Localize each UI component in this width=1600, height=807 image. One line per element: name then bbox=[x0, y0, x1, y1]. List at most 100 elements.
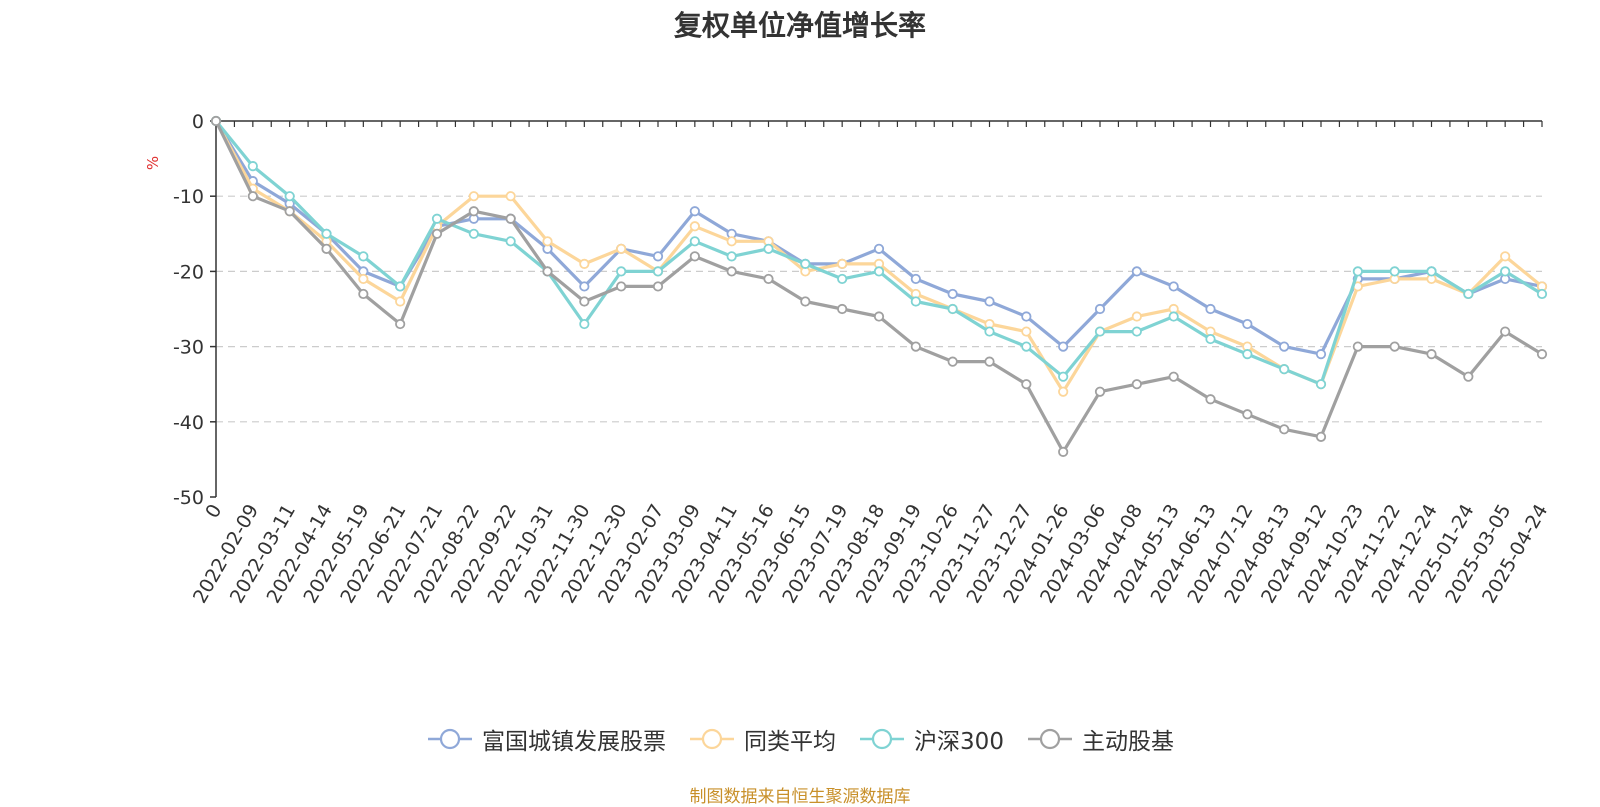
data-point bbox=[800, 258, 811, 269]
data-point bbox=[505, 191, 516, 202]
data-point bbox=[542, 236, 553, 247]
data-point bbox=[616, 243, 627, 254]
legend-marker-circle bbox=[439, 728, 461, 750]
data-point bbox=[689, 206, 700, 217]
data-point bbox=[1389, 266, 1400, 277]
data-point bbox=[1500, 266, 1511, 277]
y-tick-label: -30 bbox=[173, 337, 204, 359]
data-point bbox=[321, 243, 332, 254]
data-point bbox=[395, 318, 406, 330]
data-point bbox=[763, 243, 774, 254]
data-point bbox=[1058, 446, 1069, 457]
data-point bbox=[910, 296, 921, 307]
data-point bbox=[947, 356, 958, 367]
data-point bbox=[1315, 431, 1327, 442]
data-point bbox=[1242, 318, 1253, 330]
legend-marker-circle bbox=[871, 728, 893, 750]
data-point bbox=[579, 281, 590, 292]
data-point bbox=[1389, 341, 1400, 352]
data-point bbox=[616, 266, 627, 277]
data-point bbox=[726, 266, 737, 277]
data-point bbox=[1094, 326, 1106, 337]
data-point bbox=[247, 191, 258, 202]
data-point bbox=[579, 318, 590, 330]
data-point bbox=[1500, 251, 1511, 262]
data-point bbox=[726, 236, 737, 247]
data-point bbox=[1279, 341, 1290, 352]
data-point bbox=[358, 273, 369, 285]
data-point bbox=[1352, 341, 1363, 352]
data-point bbox=[579, 258, 590, 269]
y-tick-label: -40 bbox=[173, 412, 204, 434]
data-point bbox=[1131, 266, 1142, 277]
data-point bbox=[395, 281, 406, 292]
data-point bbox=[358, 288, 369, 300]
data-point bbox=[1021, 311, 1032, 322]
data-point bbox=[984, 296, 995, 307]
y-tick-label: 0 bbox=[192, 111, 204, 133]
data-point bbox=[1021, 341, 1032, 352]
data-point bbox=[505, 213, 516, 224]
legend-item-3[interactable]: 主动股基 bbox=[1026, 722, 1174, 756]
data-point bbox=[763, 273, 774, 285]
data-point bbox=[689, 251, 700, 262]
data-point bbox=[1426, 266, 1437, 277]
data-point bbox=[1463, 288, 1474, 300]
legend-item-0[interactable]: 富国城镇发展股票 bbox=[426, 722, 666, 756]
data-point bbox=[873, 266, 885, 277]
legend-label: 沪深300 bbox=[914, 729, 1004, 755]
data-point bbox=[210, 115, 222, 127]
series-line bbox=[214, 119, 1544, 454]
data-point bbox=[1058, 341, 1069, 352]
data-point bbox=[984, 326, 995, 337]
data-point bbox=[1131, 311, 1142, 322]
data-point bbox=[284, 206, 295, 217]
x-tick-label: 0 bbox=[201, 501, 226, 522]
data-point bbox=[505, 236, 516, 247]
data-point bbox=[358, 251, 369, 262]
data-point bbox=[1242, 409, 1253, 420]
data-point bbox=[652, 281, 664, 292]
data-point bbox=[1094, 303, 1106, 315]
data-point bbox=[1205, 333, 1216, 345]
data-point bbox=[1463, 371, 1474, 382]
legend-label: 主动股基 bbox=[1081, 729, 1174, 755]
data-point bbox=[837, 303, 848, 315]
y-tick-label: -50 bbox=[173, 487, 204, 509]
data-point bbox=[1242, 349, 1253, 360]
data-point bbox=[321, 228, 332, 239]
data-point bbox=[468, 228, 479, 239]
data-point bbox=[947, 288, 958, 300]
data-point bbox=[431, 228, 443, 239]
data-point bbox=[910, 273, 921, 285]
legend-marker-icon bbox=[690, 728, 735, 750]
data-point bbox=[837, 273, 848, 285]
data-point bbox=[652, 266, 664, 277]
data-point bbox=[579, 296, 590, 307]
data-point bbox=[689, 236, 700, 247]
legend-item-1[interactable]: 同类平均 bbox=[688, 722, 836, 756]
data-point bbox=[616, 281, 627, 292]
data-point bbox=[652, 251, 664, 262]
data-point bbox=[800, 296, 811, 307]
data-point bbox=[726, 251, 737, 262]
data-point bbox=[1021, 379, 1032, 390]
y-tick-label: -20 bbox=[173, 261, 204, 283]
data-point bbox=[1205, 394, 1216, 405]
legend-item-2[interactable]: 沪深300 bbox=[858, 722, 1004, 756]
data-point bbox=[1426, 349, 1437, 360]
series-3 bbox=[210, 115, 1548, 457]
data-point bbox=[1536, 288, 1548, 300]
data-point bbox=[468, 206, 479, 217]
legend-marker-circle bbox=[1039, 728, 1061, 750]
data-point bbox=[837, 258, 848, 269]
legend-label: 同类平均 bbox=[744, 729, 837, 755]
legend-marker-icon bbox=[1027, 728, 1072, 750]
data-point bbox=[1205, 303, 1216, 315]
data-point bbox=[1168, 281, 1179, 292]
data-point bbox=[431, 213, 443, 224]
data-point bbox=[873, 243, 885, 254]
data-point bbox=[1168, 311, 1179, 322]
data-point bbox=[1131, 379, 1142, 390]
